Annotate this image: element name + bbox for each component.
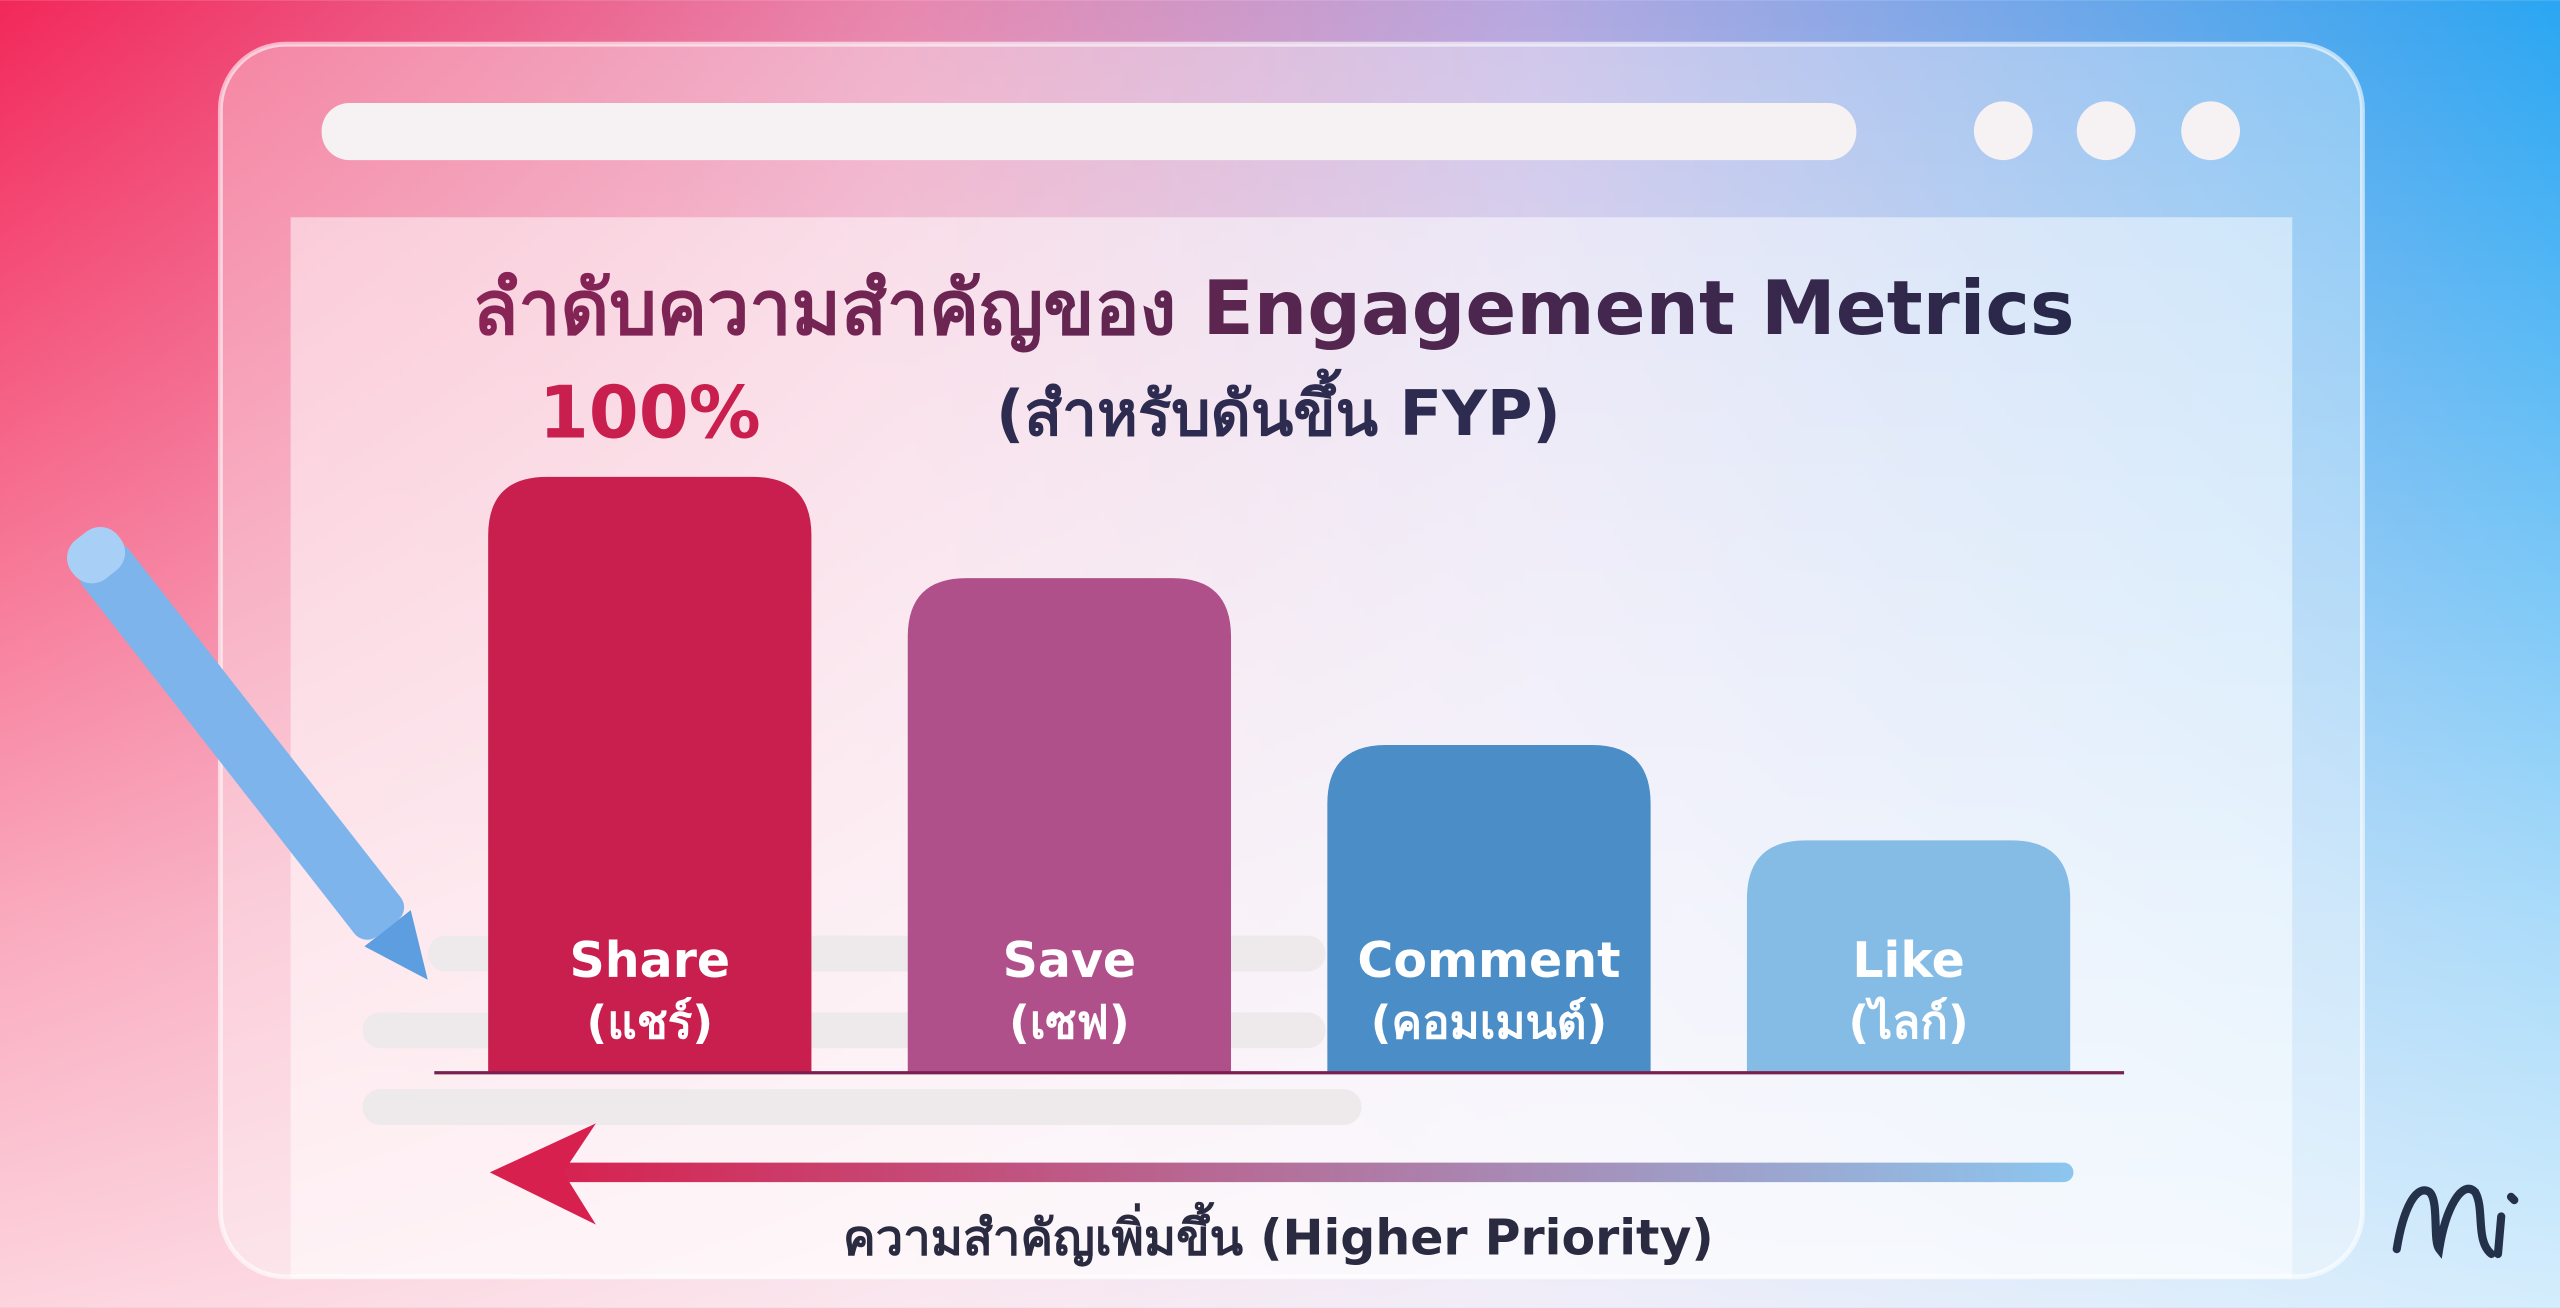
category-sublabel: (เซฟ) (1009, 996, 1130, 1049)
window-dot (2181, 101, 2240, 161)
bars: Share (แชร์) 100% Save (เซฟ) Comment (คอมเมนต์… (488, 371, 2071, 1073)
value-label: 100% (539, 371, 761, 455)
placeholder-line (362, 1089, 1362, 1126)
chart-subtitle: (สำหรับดันขึ้น FYP) (996, 368, 1561, 450)
category-label: Like (1852, 932, 1964, 989)
address-bar (321, 102, 1857, 161)
category-sublabel: (แชร์) (586, 996, 713, 1049)
arrow-head (489, 1123, 596, 1225)
category-sublabel: (คอมเมนต์) (1371, 996, 1608, 1049)
chart-title: ลำดับความสำคัญของ Engagement Metrics (472, 264, 2074, 353)
bar (907, 578, 1232, 1073)
window-dot (2076, 101, 2136, 161)
bar (488, 476, 812, 1073)
bar (1327, 745, 1651, 1073)
bar (1746, 840, 2071, 1073)
category-sublabel: (ไลก์) (1848, 996, 1968, 1049)
pencil (67, 526, 428, 980)
x-annotation: ความสำคัญเพิ่มขึ้น (Higher Priority) (843, 1201, 1714, 1266)
logo (2392, 1184, 2519, 1259)
window-dot (1973, 101, 2033, 161)
priority-arrow (538, 1162, 2074, 1183)
category-label: Save (1003, 932, 1136, 989)
category-label: Share (570, 932, 731, 989)
category-label: Comment (1357, 932, 1620, 989)
